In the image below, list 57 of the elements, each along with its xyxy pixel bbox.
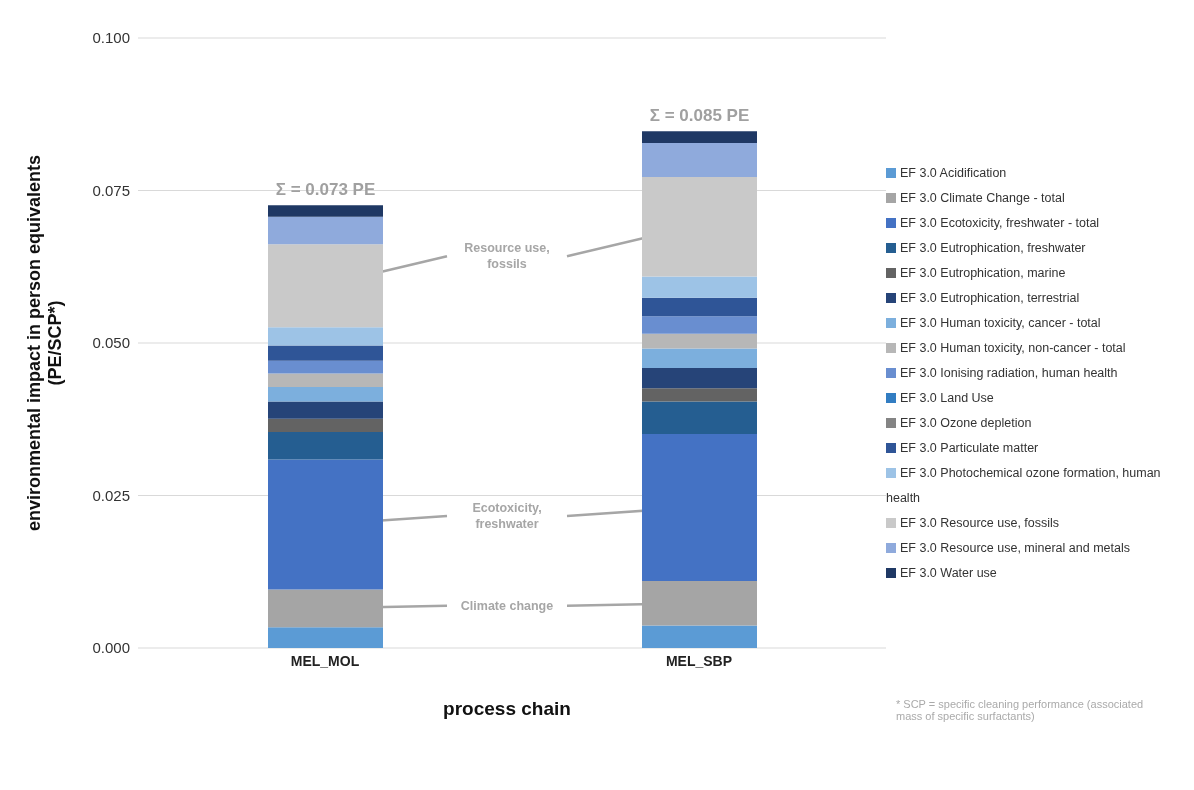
legend-label: EF 3.0 Acidification bbox=[900, 165, 1007, 180]
bar bbox=[642, 625, 757, 648]
y-tick-label: 0.075 bbox=[92, 181, 130, 199]
legend-label: EF 3.0 Particulate matter bbox=[900, 440, 1039, 455]
bar bbox=[268, 401, 383, 419]
x-tick-label: MEL_MOL bbox=[290, 652, 360, 669]
bar bbox=[642, 131, 757, 143]
legend-label: EF 3.0 Ozone depletion bbox=[900, 415, 1032, 430]
bar bbox=[642, 388, 757, 402]
bar bbox=[268, 432, 383, 460]
bar bbox=[268, 360, 383, 374]
bar bbox=[642, 142, 757, 178]
legend-label: EF 3.0 Eutrophication, marine bbox=[900, 265, 1066, 280]
legend-label: EF 3.0 Photochemical ozone formation, human health bbox=[886, 465, 1161, 505]
legend-label: EF 3.0 Eutrophication, freshwater bbox=[900, 240, 1086, 255]
bar bbox=[642, 297, 757, 317]
annotation: Climate change bbox=[460, 598, 554, 613]
bar bbox=[268, 216, 383, 245]
annotation: Ecotoxicity, freshwater bbox=[472, 500, 542, 531]
legend-label: EF 3.0 Ecotoxicity, freshwater - total bbox=[900, 215, 1100, 230]
bar bbox=[642, 333, 757, 349]
annotation: Resource use, fossils bbox=[464, 241, 550, 272]
bar bbox=[642, 401, 757, 434]
y-axis-title: environmental impact in person equivalents (PE/SCP*) bbox=[24, 154, 65, 532]
x-axis-title: process chain bbox=[442, 698, 572, 720]
bar bbox=[268, 459, 383, 590]
bar bbox=[268, 386, 383, 402]
text: * SCP = specific cleaning performance (associated mass of specific surfactants) bbox=[896, 698, 1145, 722]
legend-label: EF 3.0 Climate Change - total bbox=[900, 190, 1065, 205]
bar bbox=[268, 418, 383, 433]
legend-label: EF 3.0 Ionising radiation, human health bbox=[900, 365, 1118, 380]
bar bbox=[642, 276, 757, 298]
bar bbox=[642, 177, 757, 277]
bar bbox=[642, 348, 757, 369]
legend-label: EF 3.0 Resource use, mineral and metals bbox=[900, 540, 1130, 555]
legend-label: EF 3.0 Human toxicity, cancer - total bbox=[900, 315, 1101, 330]
total-label: Σ = 0.073 PE bbox=[275, 180, 376, 200]
y-tick-label: 0.050 bbox=[92, 334, 130, 352]
legend-label: EF 3.0 Resource use, fossils bbox=[900, 515, 1060, 530]
y-tick-label: 0.000 bbox=[92, 639, 130, 657]
y-tick-label: 0.025 bbox=[92, 486, 130, 504]
bar bbox=[268, 373, 383, 387]
bar bbox=[642, 433, 757, 581]
bar bbox=[268, 345, 383, 361]
bar bbox=[642, 368, 757, 389]
bar bbox=[268, 205, 383, 217]
legend-label: EF 3.0 Land Use bbox=[900, 390, 994, 405]
bar bbox=[268, 627, 383, 648]
y-tick-label: 0.100 bbox=[92, 29, 130, 47]
legend-label: EF 3.0 Eutrophication, terrestrial bbox=[900, 290, 1080, 305]
legend-label: EF 3.0 Human toxicity, non-cancer - total bbox=[900, 340, 1126, 355]
bar bbox=[642, 316, 757, 334]
bar bbox=[268, 327, 383, 346]
x-tick-label: MEL_SBP bbox=[665, 652, 733, 669]
legend-label: EF 3.0 Water use bbox=[900, 565, 997, 580]
bar bbox=[268, 244, 383, 328]
total-label: Σ = 0.085 PE bbox=[649, 106, 750, 126]
